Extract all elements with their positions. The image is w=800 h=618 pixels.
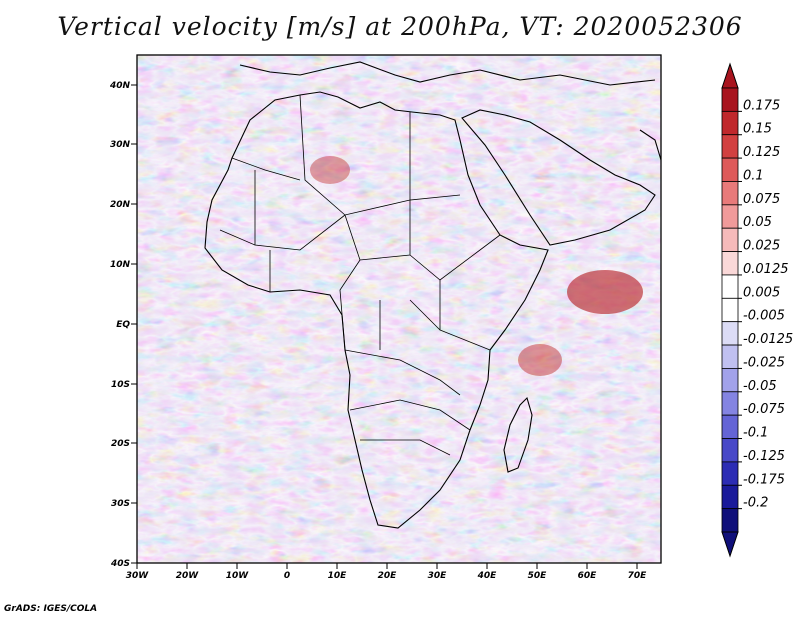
lon-label: 10W: [226, 571, 250, 581]
colorbar-segment: [721, 134, 739, 159]
colorbar-label: 0.125: [743, 145, 780, 160]
colorbar: 0.175 0.15 0.125 0.1 0.075 0.05 0.025 0.0125 0.0…: [721, 62, 793, 558]
colorbar-label: -0.125: [743, 449, 785, 464]
colorbar-label: 0.025: [743, 239, 780, 254]
plot-frame: [136, 54, 662, 564]
colorbar-label: -0.075: [743, 402, 785, 417]
velocity-field: [137, 55, 661, 563]
colorbar-arrow-top: [721, 62, 739, 89]
colorbar-segment: [721, 204, 739, 229]
colorbar-segment: [721, 87, 739, 112]
colorbar-segment: [721, 297, 739, 323]
africa-coastline: [204, 91, 549, 529]
colorbar-segment: [721, 274, 739, 299]
lon-label: 30W: [126, 571, 150, 581]
colorbar-segment: [721, 157, 739, 182]
colorbar-arrow-bottom: [721, 531, 739, 558]
colorbar-segment: [721, 484, 739, 510]
lat-label: 20S: [111, 439, 130, 449]
europe-coastline: [239, 61, 656, 86]
colorbar-label: -0.025: [743, 355, 785, 370]
colorbar-label: -0.005: [743, 309, 785, 324]
lon-label: 10E: [328, 571, 348, 581]
lat-label: 30N: [110, 140, 131, 150]
colorbar-label: 0.0125: [743, 262, 789, 277]
india-coastline: [639, 129, 661, 161]
lon-label: 0: [284, 571, 290, 581]
colorbar-segment: [721, 251, 739, 276]
latitude-labels: 40N 30N 20N 10N EQ 10S 20S 30S 40S: [109, 81, 131, 569]
lat-label: 20N: [110, 200, 131, 210]
ascent-patch-south: [518, 344, 562, 376]
lon-label: 20W: [176, 571, 200, 581]
colorbar-segment: [721, 321, 739, 346]
colorbar-label: -0.1: [743, 426, 768, 441]
colorbar-label: 0.1: [743, 168, 764, 183]
colorbar-segment: [721, 344, 739, 369]
lon-label: 20E: [378, 571, 398, 581]
colorbar-label: 0.05: [743, 215, 772, 230]
colorbar-segment: [721, 391, 739, 416]
arabia-coastline: [461, 109, 656, 246]
map-title: Vertical velocity [m/s] at 200hPa, VT: 2…: [57, 12, 743, 41]
colorbar-segment: [721, 110, 739, 136]
lat-label: 40N: [109, 81, 131, 91]
lon-label: 60E: [578, 571, 598, 581]
colorbar-segment: [721, 508, 739, 533]
colorbar-segment: [721, 438, 739, 463]
colorbar-label: -0.2: [743, 496, 768, 511]
lon-label: 50E: [528, 571, 548, 581]
coastlines: [204, 61, 661, 529]
madagascar-coastline: [503, 396, 533, 473]
axis-ticks: [131, 84, 638, 569]
colorbar-segment: [721, 461, 739, 486]
colorbar-segment: [721, 368, 739, 393]
colorbar-label: 0.075: [743, 192, 780, 207]
colorbar-segment: [721, 227, 739, 252]
colorbar-label: 0.175: [743, 98, 780, 113]
colorbar-label: 0.15: [743, 122, 772, 137]
lon-label: 30E: [428, 571, 448, 581]
lon-label: 70E: [628, 571, 648, 581]
ascent-patch-sahara: [310, 156, 350, 184]
lat-label: 10S: [111, 380, 130, 390]
colorbar-label: -0.175: [743, 472, 785, 487]
colorbar-label: 0.005: [743, 285, 780, 300]
lat-label: 30S: [111, 499, 130, 509]
longitude-labels: 30W 20W 10W 0 10E 20E 30E 40E 50E 60E 70…: [126, 571, 647, 581]
colorbar-segment: [721, 181, 739, 206]
lat-label: 40S: [110, 559, 130, 569]
colorbar-label: -0.0125: [743, 332, 793, 347]
country-borders: [219, 94, 501, 456]
colorbar-segment: [721, 414, 739, 439]
grads-credit: GrADS: IGES/COLA: [4, 604, 98, 614]
lat-label: 10N: [110, 260, 131, 270]
ascent-patch-indian-ocean: [567, 270, 643, 314]
colorbar-label: -0.05: [743, 379, 777, 394]
lat-label: EQ: [116, 320, 130, 330]
lon-label: 40E: [477, 571, 498, 581]
